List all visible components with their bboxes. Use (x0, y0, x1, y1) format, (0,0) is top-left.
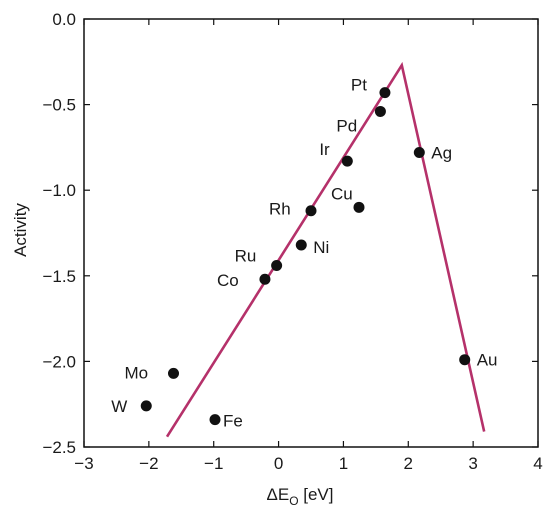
x-axis-label: ΔEO [eV] (266, 485, 333, 508)
point-label-au: Au (477, 351, 498, 370)
point-label-mo: Mo (125, 363, 149, 382)
y-tick-label: −0.5 (42, 96, 76, 115)
y-tick-label: 0.0 (52, 10, 76, 29)
y-tick-label: −1.0 (42, 181, 76, 200)
data-point-ru (271, 260, 283, 272)
data-point-mo (168, 367, 180, 379)
data-point-pd (374, 105, 386, 117)
x-tick-label: 4 (533, 454, 542, 473)
plot-frame (83, 18, 539, 448)
y-tick-label: −2.5 (42, 438, 76, 457)
point-label-ir: Ir (319, 140, 330, 159)
point-label-pd: Pd (336, 116, 357, 135)
x-tick-label: −2 (139, 454, 158, 473)
volcano-line (165, 61, 486, 438)
point-label-cu: Cu (331, 184, 353, 203)
point-label-pt: Pt (351, 76, 367, 95)
point-label-ni: Ni (313, 238, 329, 257)
data-point-w (140, 400, 152, 412)
point-label-ru: Ru (235, 247, 257, 266)
y-axis-label: Activity (11, 203, 30, 257)
point-label-w: W (111, 397, 127, 416)
data-point-cu (353, 201, 365, 213)
x-tick-label: −3 (74, 454, 93, 473)
x-tick-label: 1 (339, 454, 348, 473)
x-tick-label: 0 (274, 454, 283, 473)
plot-area: −3 −2 −1 0 1 2 3 4 0.0 −0.5 −1.0 −1.5 −2.0 −2.5 Pt Pd Ir… (42, 10, 542, 473)
point-label-co: Co (217, 271, 239, 290)
x-tick-label: 3 (468, 454, 477, 473)
point-label-rh: Rh (269, 200, 291, 219)
y-tick-label: −1.5 (42, 267, 76, 286)
x-tick-label: −1 (204, 454, 223, 473)
data-point-fe (209, 414, 221, 426)
data-point-rh (305, 205, 317, 217)
point-label-fe: Fe (223, 412, 243, 431)
data-point-ni (295, 239, 307, 251)
data-point-ir (341, 155, 353, 167)
data-point-ag (413, 147, 425, 159)
data-point-co (259, 273, 271, 285)
x-tick-label: 2 (404, 454, 413, 473)
data-point-au (459, 354, 471, 366)
data-point-pt (379, 87, 391, 99)
y-tick-label: −2.0 (42, 352, 76, 371)
point-label-ag: Ag (431, 144, 452, 163)
